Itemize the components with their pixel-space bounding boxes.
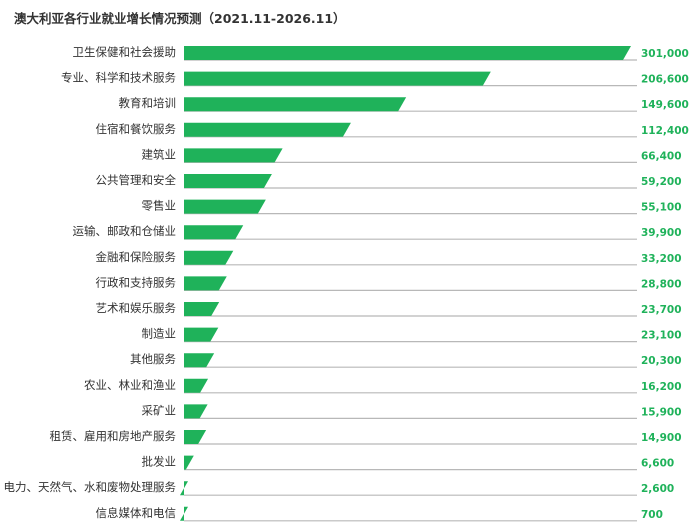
bar bbox=[184, 404, 208, 419]
data-label: 28,800 bbox=[641, 278, 682, 290]
bar bbox=[184, 430, 207, 444]
category-label: 零售业 bbox=[142, 199, 177, 213]
data-label: 112,400 bbox=[641, 125, 689, 137]
bar bbox=[184, 148, 283, 163]
data-label: 206,600 bbox=[641, 74, 689, 86]
bar bbox=[184, 71, 491, 86]
category-label: 行政和支持服务 bbox=[96, 275, 177, 289]
data-label: 39,900 bbox=[641, 227, 682, 239]
data-label: 20,300 bbox=[641, 355, 682, 367]
bar bbox=[184, 250, 234, 265]
data-label: 33,200 bbox=[641, 253, 682, 265]
data-label: 16,200 bbox=[641, 381, 682, 393]
category-label: 住宿和餐饮服务 bbox=[96, 122, 177, 136]
data-label: 700 bbox=[641, 509, 663, 521]
bar bbox=[184, 353, 215, 368]
category-label: 建筑业 bbox=[142, 147, 177, 161]
data-label: 2,600 bbox=[641, 483, 674, 495]
bar bbox=[184, 122, 351, 137]
data-label: 59,200 bbox=[641, 176, 682, 188]
category-label: 租赁、雇用和房地产服务 bbox=[50, 429, 177, 443]
data-label: 66,400 bbox=[641, 150, 682, 162]
category-label: 信息媒体和电信 bbox=[96, 506, 177, 520]
data-label: 55,100 bbox=[641, 202, 682, 214]
bar bbox=[184, 174, 272, 188]
bar bbox=[184, 97, 407, 112]
bar bbox=[180, 506, 188, 521]
category-label: 电力、天然气、水和废物处理服务 bbox=[4, 480, 177, 494]
bar bbox=[184, 378, 209, 393]
bar bbox=[180, 481, 188, 496]
bar bbox=[184, 455, 194, 470]
bar bbox=[184, 276, 227, 291]
category-label: 卫生保健和社会援助 bbox=[73, 45, 177, 59]
data-label: 15,900 bbox=[641, 406, 682, 418]
data-label: 14,900 bbox=[641, 432, 682, 444]
category-label: 批发业 bbox=[142, 455, 177, 469]
bar bbox=[184, 46, 631, 60]
category-label: 运输、邮政和仓储业 bbox=[73, 224, 177, 238]
category-label: 金融和保险服务 bbox=[96, 250, 177, 264]
bar bbox=[184, 225, 244, 240]
category-label: 其他服务 bbox=[130, 352, 176, 366]
category-label: 采矿业 bbox=[142, 403, 177, 417]
chart-title: 澳大利亚各行业就业增长情况预测（2021.11-2026.11） bbox=[14, 11, 346, 26]
category-label: 专业、科学和技术服务 bbox=[61, 71, 176, 85]
category-label: 农业、林业和渔业 bbox=[84, 378, 176, 392]
category-label: 艺术和娱乐服务 bbox=[96, 301, 177, 315]
data-label: 301,000 bbox=[641, 48, 689, 60]
data-label: 149,600 bbox=[641, 99, 689, 111]
data-label: 6,600 bbox=[641, 458, 674, 470]
data-label: 23,700 bbox=[641, 304, 682, 316]
bar bbox=[184, 199, 266, 214]
data-label: 23,100 bbox=[641, 330, 682, 342]
category-label: 制造业 bbox=[142, 327, 177, 341]
category-label: 教育和培训 bbox=[119, 96, 177, 110]
category-label: 公共管理和安全 bbox=[96, 173, 177, 187]
bar bbox=[184, 327, 219, 342]
bar bbox=[184, 302, 220, 316]
